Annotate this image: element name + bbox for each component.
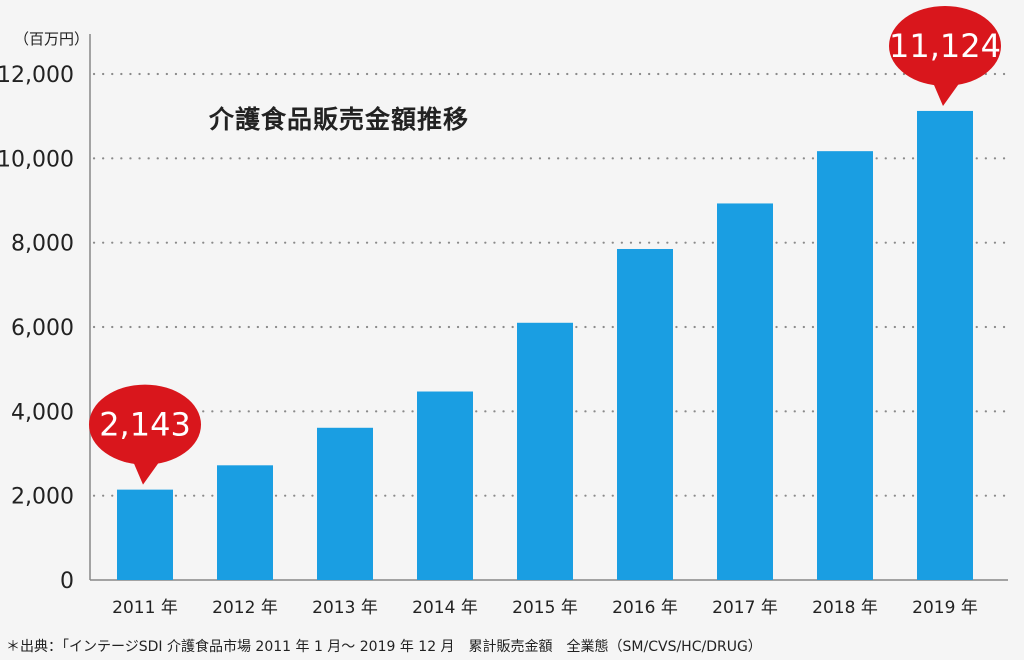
bar [417,391,473,580]
x-tick-label: 2018 年 [812,598,878,618]
bar [217,465,273,580]
y-tick-label: 2,000 [11,485,74,510]
y-tick-label: 12,000 [0,63,74,88]
x-tick-label: 2012 年 [212,598,278,618]
x-tick-label: 2017 年 [712,598,778,618]
bars [117,110,973,581]
bar [117,489,173,580]
callout-bubble [89,384,201,465]
x-tick-label: 2019 年 [912,598,978,618]
x-tick-label: 2014 年 [412,598,478,618]
x-tick-labels: 2011 年 2012 年 2013 年 2014 年 2015 年 2016 年 2017… [112,598,978,618]
chart-title: 介護食品販売金額推移 [209,105,470,134]
bar [317,427,373,580]
callout-value-label: 2,143 [99,406,191,444]
value-callout: 11,124 [889,5,1001,106]
y-tick-label: 10,000 [0,147,74,172]
bar [617,248,673,580]
bar [517,322,573,580]
y-tick-label: 4,000 [11,400,74,425]
x-tick-label: 2016 年 [612,598,678,618]
callout-bubble [889,5,1001,86]
y-tick-label: 0 [60,569,74,594]
bar [917,110,973,581]
source-note: ＊出典：「インテージSDI 介護食品市場 2011 年 1 月〜 2019 年 … [6,639,762,655]
callout-value-label: 11,124 [889,27,1001,65]
y-tick-label: 8,000 [11,232,74,257]
x-tick-label: 2013 年 [312,598,378,618]
y-axis-unit-label: （百万円） [14,30,90,48]
x-tick-label: 2011 年 [112,598,178,618]
value-callout: 2,143 [89,384,201,485]
x-tick-label: 2015 年 [512,598,578,618]
bar [817,151,873,581]
y-tick-labels: 0 2,000 4,000 6,000 8,000 10,000 12,000 [0,63,74,594]
y-tick-label: 6,000 [11,316,74,341]
value-callouts: 2,143 11,124 [89,5,1001,485]
bar [717,203,773,580]
